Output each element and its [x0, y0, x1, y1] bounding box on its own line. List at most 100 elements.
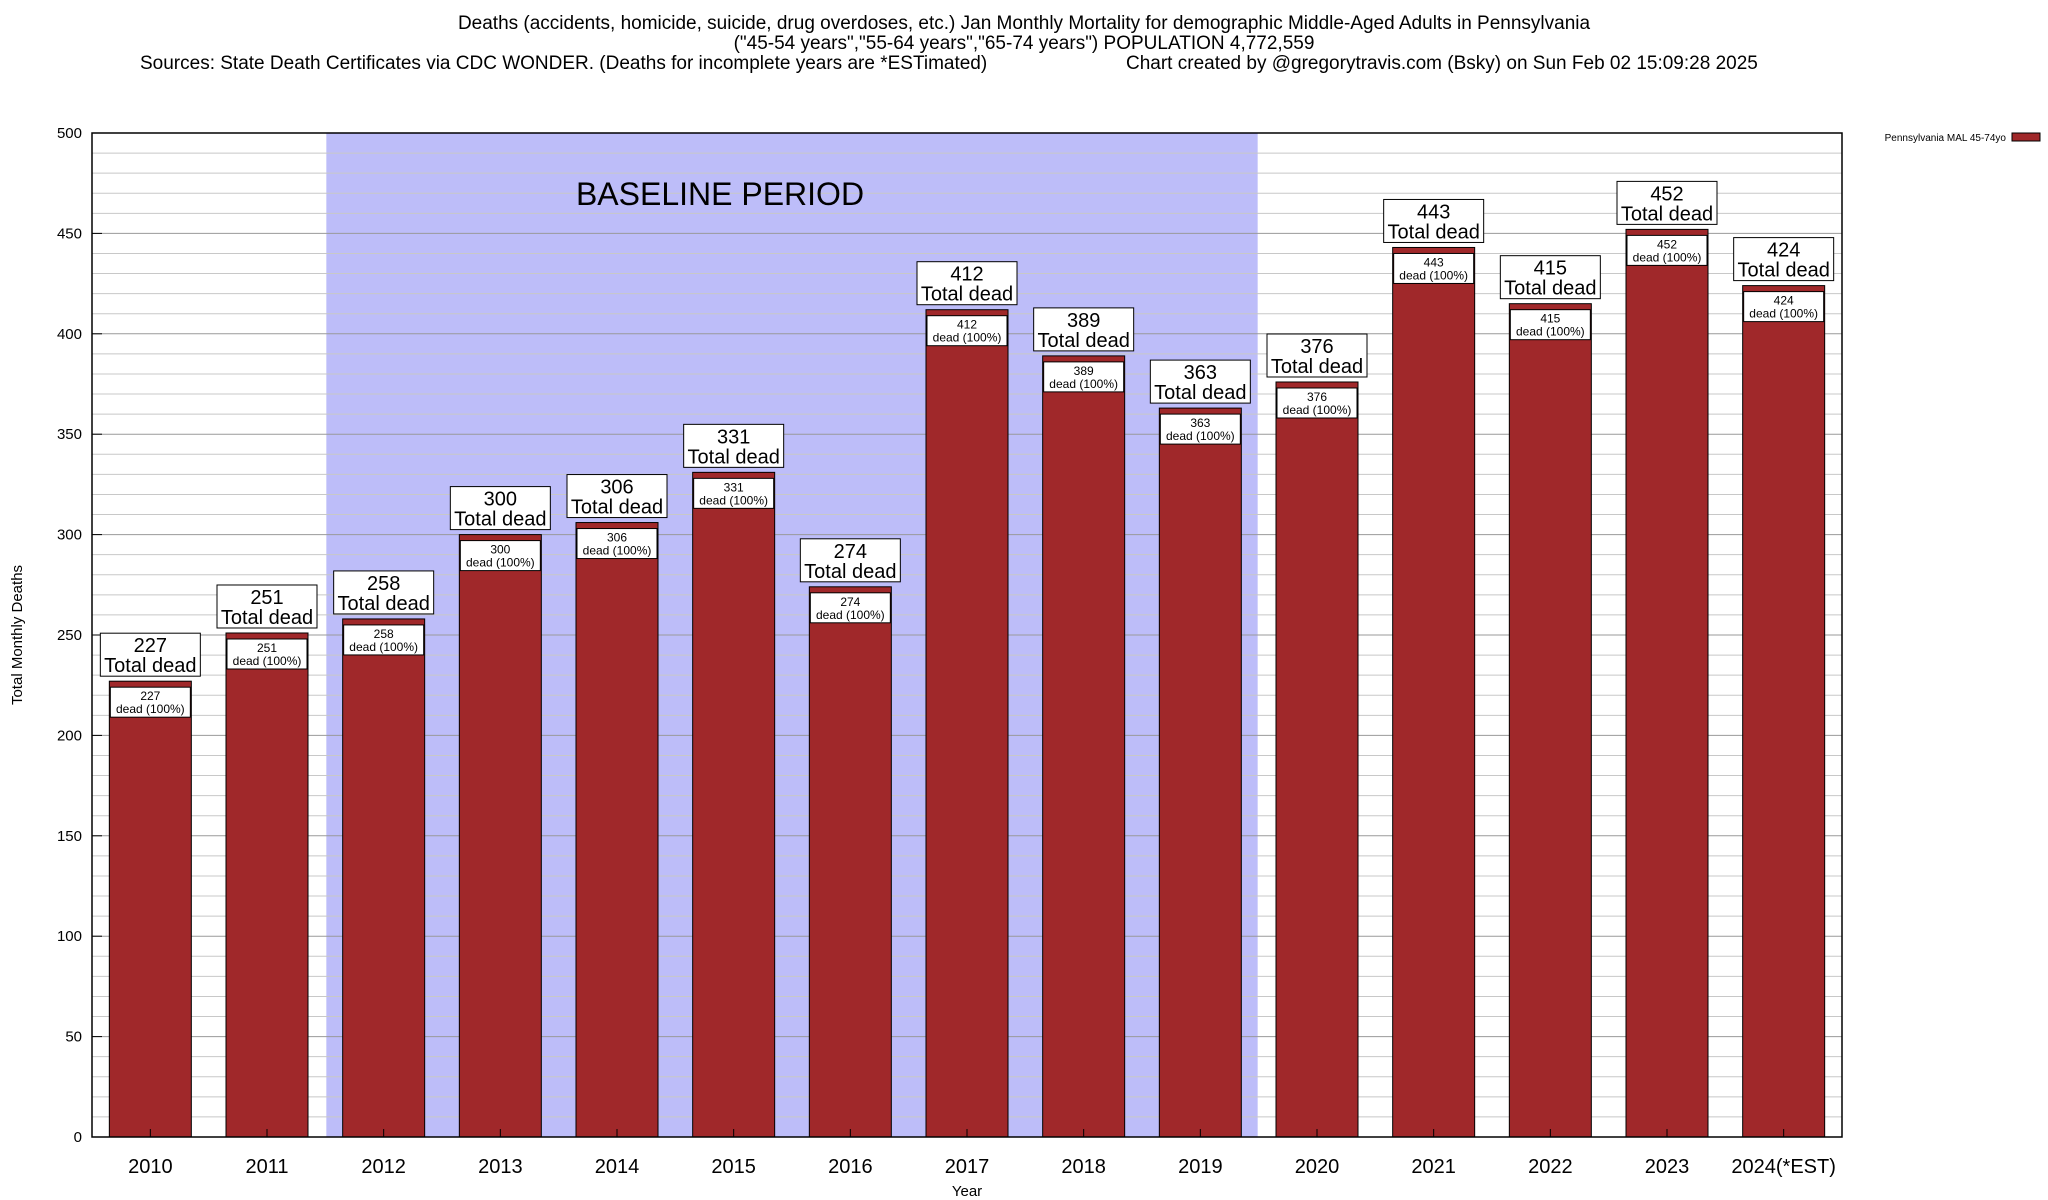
- x-tick-label: 2014: [595, 1156, 640, 1178]
- bar-total-label-box: [566, 474, 668, 519]
- bar-inner-label: dead (100%): [1283, 403, 1352, 417]
- bar: [1042, 355, 1126, 1138]
- x-tick-label: 2017: [945, 1156, 990, 1178]
- bar: [925, 309, 1009, 1138]
- bar-inner-value: 363: [1190, 416, 1210, 430]
- bar-inner-label-box: [1743, 291, 1825, 323]
- bar-inner-value: 412: [957, 318, 977, 332]
- x-tick-label: 2011: [245, 1156, 288, 1178]
- bar-total-label-box: [99, 632, 201, 677]
- y-tick-label: 350: [57, 426, 82, 443]
- bar-inner-label: dead (100%): [1166, 429, 1235, 443]
- bar-inner-value: 443: [1424, 255, 1444, 269]
- chart-sources: Sources: State Death Certificates via CD…: [140, 53, 988, 74]
- bar-total-label-box: [916, 261, 1018, 306]
- bar-inner-label-box: [693, 477, 775, 509]
- bar-total-label: Total dead: [1038, 330, 1130, 352]
- bar-total-label: Total dead: [104, 655, 196, 677]
- bar-total-label: Total dead: [221, 607, 313, 629]
- x-tick-label: 2024(*EST): [1731, 1156, 1836, 1178]
- bar-total-label: Total dead: [1738, 260, 1830, 282]
- bar-inner-label: dead (100%): [699, 493, 768, 507]
- bar-inner-label-box: [1509, 309, 1591, 341]
- y-axis-label: Total Monthly Deaths: [9, 565, 26, 705]
- bar-inner-label: dead (100%): [933, 331, 1002, 345]
- chart-subtitle: ("45-54 years","55-64 years","65-74 year…: [733, 33, 1315, 54]
- bar-total-label: Total dead: [804, 561, 896, 583]
- bar-total-label: Total dead: [1621, 203, 1713, 225]
- bar-inner-value: 300: [490, 543, 510, 557]
- y-tick-label: 300: [57, 527, 82, 544]
- bar-inner-label-box: [1393, 252, 1475, 284]
- bar-total-label-box: [1733, 237, 1835, 282]
- bar-inner-label-box: [1043, 361, 1125, 393]
- bar-inner-label-box: [1276, 387, 1358, 419]
- bar-inner-label: dead (100%): [1749, 307, 1818, 321]
- y-tick-label: 150: [57, 828, 82, 845]
- bar-total-label: Total dead: [1271, 356, 1363, 378]
- bar-total-label-box: [799, 538, 901, 583]
- bar-inner-value: 331: [724, 480, 744, 494]
- bar-total-label: Total dead: [1504, 278, 1596, 300]
- bar-inner-value: 415: [1540, 312, 1560, 326]
- bar-total-value: 331: [717, 426, 750, 448]
- bar-inner-value: 452: [1657, 237, 1677, 251]
- bar-inner-value: 251: [257, 641, 277, 655]
- x-tick-label: 2021: [1411, 1156, 1456, 1178]
- bar-inner-label: dead (100%): [1049, 377, 1118, 391]
- bar-total-label-box: [216, 584, 318, 629]
- legend-swatch: [2011, 132, 2041, 142]
- bar-inner-label: dead (100%): [233, 654, 302, 668]
- bar: [458, 534, 542, 1138]
- y-tick-label: 50: [65, 1029, 82, 1046]
- y-tick-label: 200: [57, 727, 82, 744]
- bar-inner-value: 258: [374, 627, 394, 641]
- bar-total-label: Total dead: [1154, 382, 1246, 404]
- bar-inner-value: 227: [140, 689, 160, 703]
- bar-total-label-box: [1149, 359, 1251, 404]
- x-axis-label: Year: [952, 1183, 982, 1200]
- bar: [1392, 246, 1476, 1138]
- bar: [575, 522, 659, 1138]
- bar-total-value: 443: [1417, 201, 1450, 223]
- bar: [1275, 381, 1359, 1138]
- bar-total-label: Total dead: [571, 497, 663, 519]
- y-tick-label: 450: [57, 225, 82, 242]
- bar-total-label-box: [683, 423, 785, 468]
- chart-credit: Chart created by @gregorytravis.com (Bsk…: [1126, 53, 1758, 74]
- bar-inner-label-box: [459, 540, 541, 572]
- plot-frame: [91, 132, 1843, 1138]
- bar-total-label: Total dead: [1388, 221, 1480, 243]
- chart-title: Deaths (accidents, homicide, suicide, dr…: [457, 13, 1591, 34]
- bar-total-value: 251: [250, 587, 283, 609]
- x-tick-label: 2018: [1061, 1156, 1106, 1178]
- bar-total-label-box: [1383, 198, 1485, 243]
- y-tick-label: 400: [57, 326, 82, 343]
- bar-inner-label-box: [576, 528, 658, 560]
- bar-inner-label-box: [109, 686, 191, 718]
- bar-inner-label: dead (100%): [349, 640, 418, 654]
- y-tick-label: 250: [57, 627, 82, 644]
- bar-inner-label-box: [226, 638, 308, 670]
- bar-total-label: Total dead: [688, 446, 780, 468]
- bar-total-label-box: [1616, 180, 1718, 225]
- bar-inner-value: 424: [1774, 294, 1794, 308]
- bar: [808, 586, 892, 1138]
- bar-total-value: 300: [484, 489, 517, 511]
- bar-inner-value: 376: [1307, 390, 1327, 404]
- x-tick-label: 2020: [1295, 1156, 1340, 1178]
- bar: [1625, 228, 1709, 1138]
- bar: [108, 680, 192, 1138]
- bar-inner-label-box: [343, 624, 425, 656]
- y-tick-label: 100: [57, 928, 82, 945]
- bar-inner-label: dead (100%): [116, 702, 185, 716]
- bar-total-value: 376: [1300, 336, 1333, 358]
- bar: [1508, 303, 1592, 1138]
- bar-total-label-box: [1266, 333, 1368, 378]
- y-tick-label: 0: [74, 1129, 82, 1146]
- bar: [342, 618, 426, 1138]
- bar-total-value: 452: [1650, 183, 1683, 205]
- x-tick-label: 2019: [1178, 1156, 1223, 1178]
- bar-inner-label: dead (100%): [466, 556, 535, 570]
